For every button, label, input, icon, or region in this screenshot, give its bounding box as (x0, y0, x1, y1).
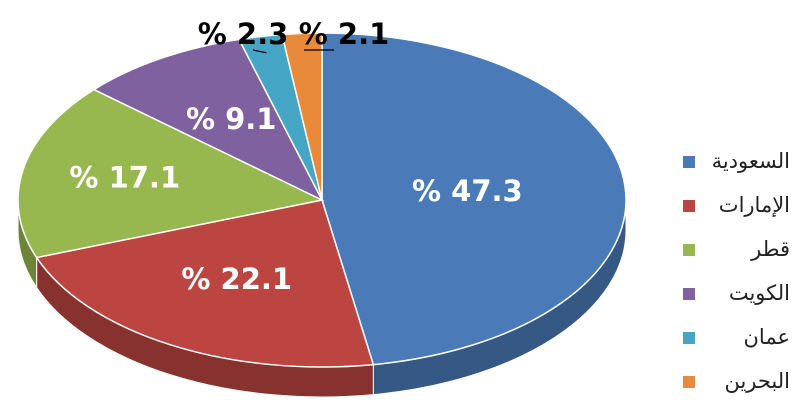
data-label: % 9.1 (186, 102, 277, 136)
legend-swatch (683, 200, 695, 212)
leader-line (252, 49, 267, 54)
pie-slice (92, 38, 324, 202)
leader-lines-layer (252, 49, 335, 54)
pie-slice (281, 32, 323, 201)
pie-slices-layer (17, 32, 627, 368)
legend: السعودية الإمارات قطر الكويت عمان البحرين (683, 149, 790, 393)
legend-swatch (683, 332, 695, 344)
pie-slice (17, 88, 325, 259)
data-label: % 47.3 (412, 174, 523, 208)
legend-item-label: الكويت (729, 281, 790, 305)
data-labels-layer: % 47.3 % 22.1 % 17.1% 9.1 % 2.3 % 2.1 (69, 17, 522, 296)
legend-item-label: السعودية (712, 149, 790, 173)
legend-item-label: عمان (744, 325, 791, 349)
legend-item-label: قطر (750, 237, 790, 261)
legend-swatch (683, 288, 695, 300)
pie-slice (35, 199, 375, 368)
legend-item-label: البحرين (724, 369, 790, 393)
pie-depth-layer (17, 199, 627, 398)
legend-item-label: الإمارات (719, 193, 790, 217)
pie-slice (321, 32, 627, 366)
data-label: % 2.1 (299, 17, 390, 51)
legend-swatch (683, 244, 695, 256)
data-label: % 17.1 (69, 161, 180, 195)
data-label: % 2.3 (198, 17, 289, 51)
data-label: % 22.1 (181, 262, 292, 296)
legend-swatch (683, 376, 695, 388)
legend-swatch (683, 156, 695, 168)
